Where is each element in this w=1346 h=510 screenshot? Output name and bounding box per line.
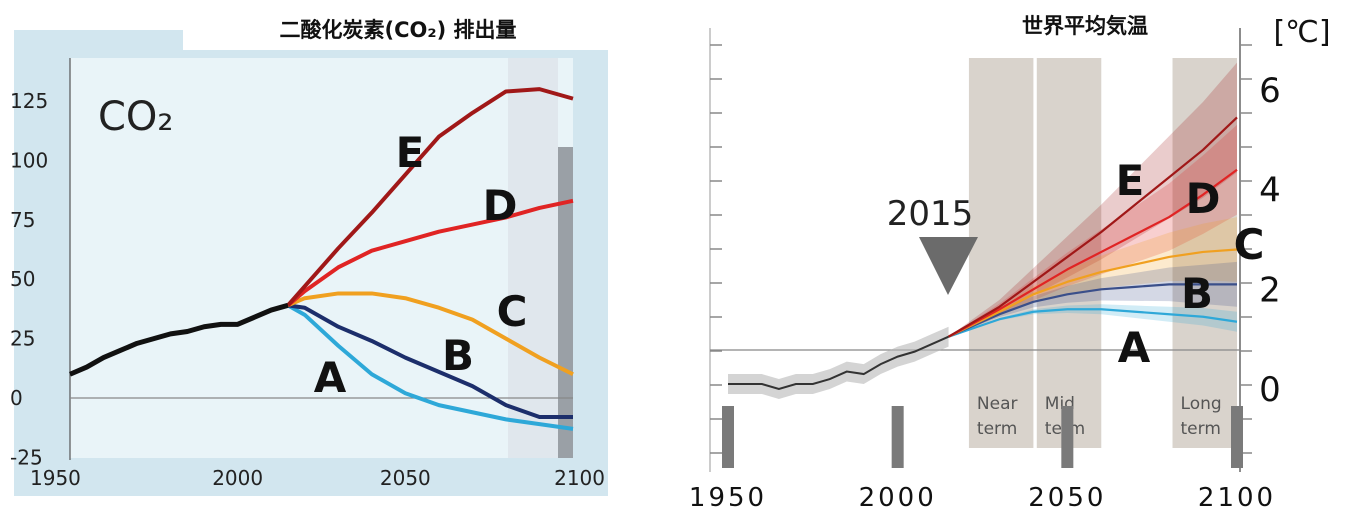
- y-tick-label: 100: [10, 148, 48, 172]
- temp-line-D: [948, 168, 1238, 338]
- term-band: [1172, 58, 1237, 448]
- temp-line-A: [948, 308, 1238, 338]
- x-tick-label: 2000: [212, 466, 263, 490]
- x-tick-bar: [722, 406, 734, 468]
- marker-triangle: [919, 237, 978, 295]
- term-band: [968, 58, 1034, 448]
- y-tick-label: 2: [1259, 270, 1281, 310]
- y-tick-label: 50: [10, 267, 35, 291]
- unit-label: [℃]: [1273, 15, 1330, 50]
- temp-series-label-C: C: [1234, 220, 1265, 269]
- y-tick-label: -25: [10, 445, 43, 469]
- band-label: term: [1181, 419, 1221, 439]
- right-tick-labels: 6 4 2 0 1950 2000 2050 2100: [689, 71, 1281, 510]
- left-series-labels: A BC D E: [314, 128, 528, 402]
- historical-line: [69, 302, 289, 377]
- temperature-chart: 世界平均気温 [℃] NeartermMidtermLongterm 2015 …: [689, 14, 1331, 510]
- historical-temp-line: [728, 335, 949, 391]
- temp-line-E: [948, 116, 1238, 338]
- plot-area: [70, 58, 573, 458]
- minor-ticks: [710, 44, 1252, 468]
- temp-line-C: [948, 248, 1238, 338]
- y-tick-label: 6: [1259, 71, 1281, 111]
- uncertainty-band-E: [948, 62, 1237, 337]
- series-line-C: [287, 291, 574, 377]
- uncertainty-band-A: [948, 304, 1237, 337]
- y-tick-label: 0: [10, 386, 23, 410]
- co2-inset-label: CO₂: [98, 94, 173, 140]
- title-box: [183, 10, 611, 50]
- x-tick-bar: [1231, 406, 1243, 468]
- y-tick-label: 0: [1259, 370, 1281, 410]
- x-tick-label: 2100: [1198, 483, 1276, 510]
- y-tick-label: 125: [10, 89, 48, 113]
- uncertainty-band-D: [948, 124, 1237, 337]
- series-label-D: D: [483, 181, 518, 230]
- series-label-C: C: [497, 287, 528, 336]
- temp-line-B: [948, 283, 1237, 338]
- x-tick-label: 1950: [689, 483, 767, 510]
- series-line-B: [287, 303, 573, 420]
- uncertainty-band-B: [948, 261, 1237, 337]
- left-series-lines: [69, 87, 574, 431]
- band-label: Near: [977, 394, 1018, 414]
- x-tick-bar: [891, 406, 904, 468]
- right-series-lines: [728, 116, 1238, 391]
- temp-series-label-D: D: [1186, 174, 1221, 223]
- x-tick-label: 1950: [30, 466, 81, 490]
- historical-band: [728, 326, 949, 399]
- series-line-E: [286, 87, 574, 307]
- marker-2015-label: 2015: [887, 194, 974, 234]
- temp-series-label-A: A: [1118, 323, 1151, 372]
- series-label-E: E: [396, 128, 425, 177]
- y-tick-label: 25: [10, 327, 35, 351]
- series-line-A: [286, 303, 574, 431]
- temp-series-label-B: B: [1181, 269, 1213, 318]
- band-label: Long: [1181, 394, 1222, 414]
- band-label: term: [977, 419, 1017, 439]
- x-tick-label: 2100: [554, 466, 605, 490]
- term-bands: NeartermMidtermLongterm: [968, 58, 1237, 448]
- range-bar: [558, 147, 573, 458]
- x-tick-label: 2050: [1028, 483, 1106, 510]
- series-line-D: [286, 198, 574, 307]
- temp-series-label-E: E: [1116, 156, 1145, 205]
- left-chart-title: 二酸化炭素(CO₂) 排出量: [280, 18, 517, 42]
- x-tick-bar: [1061, 406, 1074, 468]
- y-tick-label: 75: [10, 208, 35, 232]
- series-label-A: A: [314, 353, 347, 402]
- x-tick-label: 2000: [859, 483, 937, 510]
- right-chart-title: 世界平均気温: [1022, 14, 1148, 38]
- y-tick-label: 4: [1259, 171, 1281, 211]
- term-band: [1036, 58, 1102, 448]
- x-tick-label: 2050: [380, 466, 431, 490]
- projection-shade: [508, 58, 558, 458]
- series-label-B: B: [442, 331, 474, 380]
